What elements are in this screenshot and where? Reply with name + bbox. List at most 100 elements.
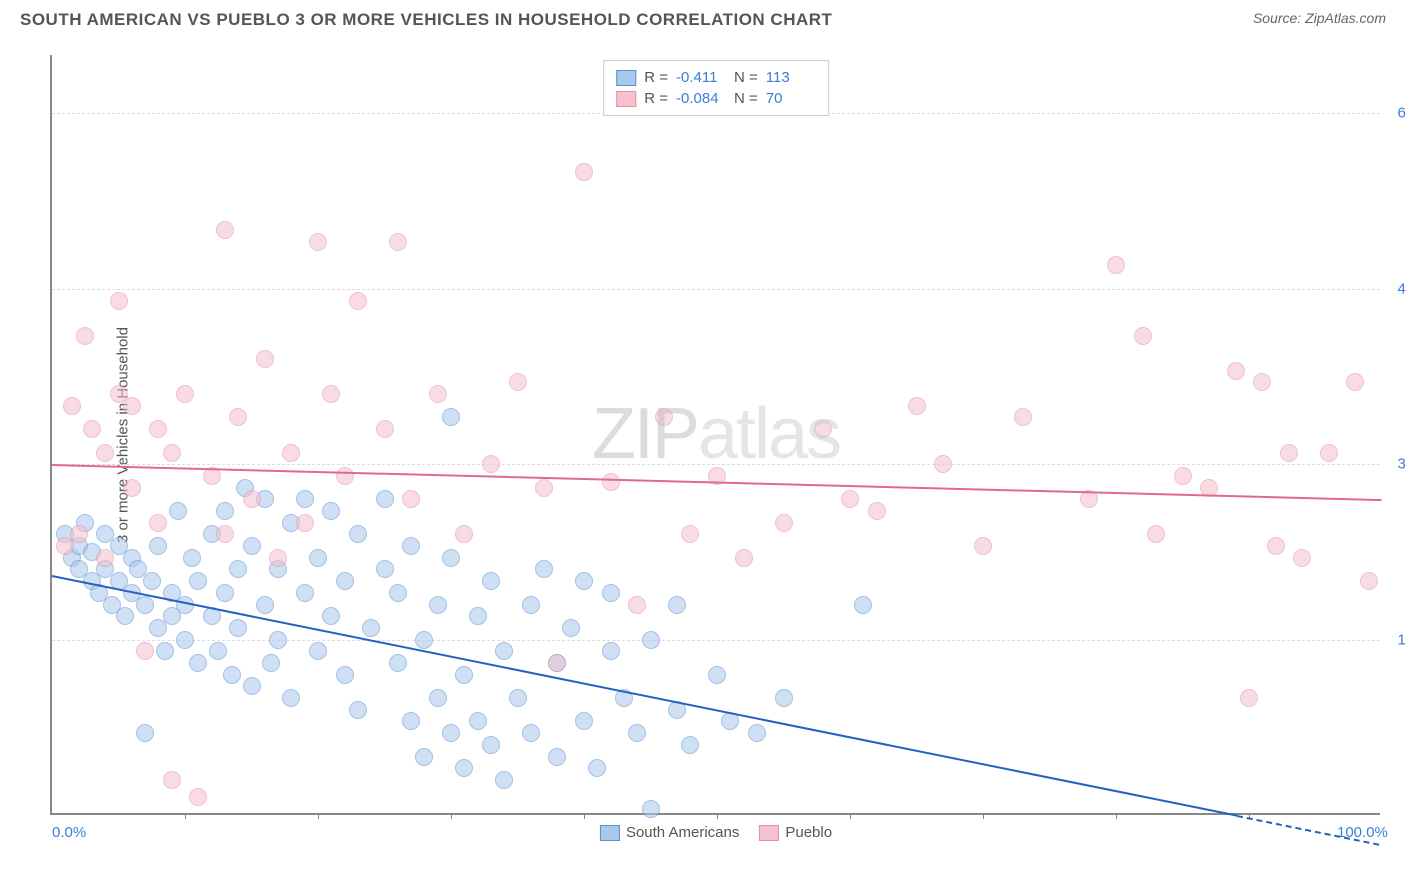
data-point bbox=[189, 572, 207, 590]
n-label: N = bbox=[734, 69, 758, 86]
x-tick-mark bbox=[850, 813, 851, 819]
data-point bbox=[402, 712, 420, 730]
data-point bbox=[389, 584, 407, 602]
r-value: -0.411 bbox=[676, 69, 726, 86]
data-point bbox=[223, 666, 241, 684]
data-point bbox=[209, 642, 227, 660]
data-point bbox=[389, 654, 407, 672]
source-label: Source: ZipAtlas.com bbox=[1253, 10, 1386, 26]
data-point bbox=[243, 490, 261, 508]
data-point bbox=[336, 666, 354, 684]
data-point bbox=[136, 724, 154, 742]
data-point bbox=[149, 514, 167, 532]
data-point bbox=[296, 514, 314, 532]
n-value: 70 bbox=[766, 90, 816, 107]
data-point bbox=[336, 467, 354, 485]
data-point bbox=[76, 327, 94, 345]
data-point bbox=[309, 233, 327, 251]
legend-swatch bbox=[616, 91, 636, 107]
trend-line bbox=[52, 575, 1238, 817]
data-point bbox=[642, 631, 660, 649]
r-label: R = bbox=[644, 69, 668, 86]
r-label: R = bbox=[644, 90, 668, 107]
data-point bbox=[482, 572, 500, 590]
data-point bbox=[322, 607, 340, 625]
legend-swatch bbox=[616, 70, 636, 86]
x-tick-mark bbox=[1116, 813, 1117, 819]
data-point bbox=[269, 631, 287, 649]
data-point bbox=[708, 666, 726, 684]
data-point bbox=[189, 788, 207, 806]
x-tick-label: 0.0% bbox=[52, 824, 86, 841]
data-point bbox=[775, 689, 793, 707]
data-point bbox=[548, 654, 566, 672]
data-point bbox=[349, 701, 367, 719]
data-point bbox=[269, 549, 287, 567]
data-point bbox=[602, 642, 620, 660]
data-point bbox=[402, 537, 420, 555]
data-point bbox=[1240, 689, 1258, 707]
data-point bbox=[455, 525, 473, 543]
legend-swatch bbox=[759, 825, 779, 841]
data-point bbox=[1267, 537, 1285, 555]
data-point bbox=[309, 549, 327, 567]
data-point bbox=[442, 724, 460, 742]
data-point bbox=[183, 549, 201, 567]
legend-label: South Americans bbox=[626, 824, 739, 841]
data-point bbox=[216, 502, 234, 520]
data-point bbox=[282, 689, 300, 707]
data-point bbox=[189, 654, 207, 672]
stats-row: R =-0.411N =113 bbox=[616, 67, 816, 88]
data-point bbox=[1280, 444, 1298, 462]
y-tick-label: 30.0% bbox=[1397, 456, 1406, 473]
data-point bbox=[296, 490, 314, 508]
bottom-legend: South AmericansPueblo bbox=[600, 824, 832, 841]
data-point bbox=[336, 572, 354, 590]
gridline bbox=[52, 289, 1380, 290]
data-point bbox=[841, 490, 859, 508]
data-point bbox=[296, 584, 314, 602]
data-point bbox=[429, 596, 447, 614]
data-point bbox=[243, 537, 261, 555]
data-point bbox=[1320, 444, 1338, 462]
data-point bbox=[143, 572, 161, 590]
data-point bbox=[163, 771, 181, 789]
data-point bbox=[668, 596, 686, 614]
data-point bbox=[349, 525, 367, 543]
x-tick-mark bbox=[318, 813, 319, 819]
data-point bbox=[1134, 327, 1152, 345]
data-point bbox=[1014, 408, 1032, 426]
data-point bbox=[469, 712, 487, 730]
data-point bbox=[163, 444, 181, 462]
x-tick-mark bbox=[983, 813, 984, 819]
data-point bbox=[116, 607, 134, 625]
stats-legend: R =-0.411N =113R =-0.084N =70 bbox=[603, 60, 829, 116]
watermark-zip: ZIP bbox=[592, 394, 698, 474]
data-point bbox=[482, 736, 500, 754]
data-point bbox=[509, 373, 527, 391]
legend-swatch bbox=[600, 825, 620, 841]
data-point bbox=[908, 397, 926, 415]
data-point bbox=[349, 292, 367, 310]
data-point bbox=[429, 689, 447, 707]
r-value: -0.084 bbox=[676, 90, 726, 107]
data-point bbox=[868, 502, 886, 520]
data-point bbox=[123, 397, 141, 415]
data-point bbox=[748, 724, 766, 742]
data-point bbox=[149, 537, 167, 555]
data-point bbox=[469, 607, 487, 625]
data-point bbox=[402, 490, 420, 508]
y-tick-label: 60.0% bbox=[1397, 105, 1406, 122]
data-point bbox=[522, 724, 540, 742]
data-point bbox=[535, 560, 553, 578]
data-point bbox=[229, 560, 247, 578]
data-point bbox=[216, 525, 234, 543]
data-point bbox=[1360, 572, 1378, 590]
stats-row: R =-0.084N =70 bbox=[616, 88, 816, 109]
data-point bbox=[1227, 362, 1245, 380]
data-point bbox=[495, 642, 513, 660]
data-point bbox=[376, 420, 394, 438]
data-point bbox=[522, 596, 540, 614]
data-point bbox=[389, 233, 407, 251]
data-point bbox=[123, 479, 141, 497]
